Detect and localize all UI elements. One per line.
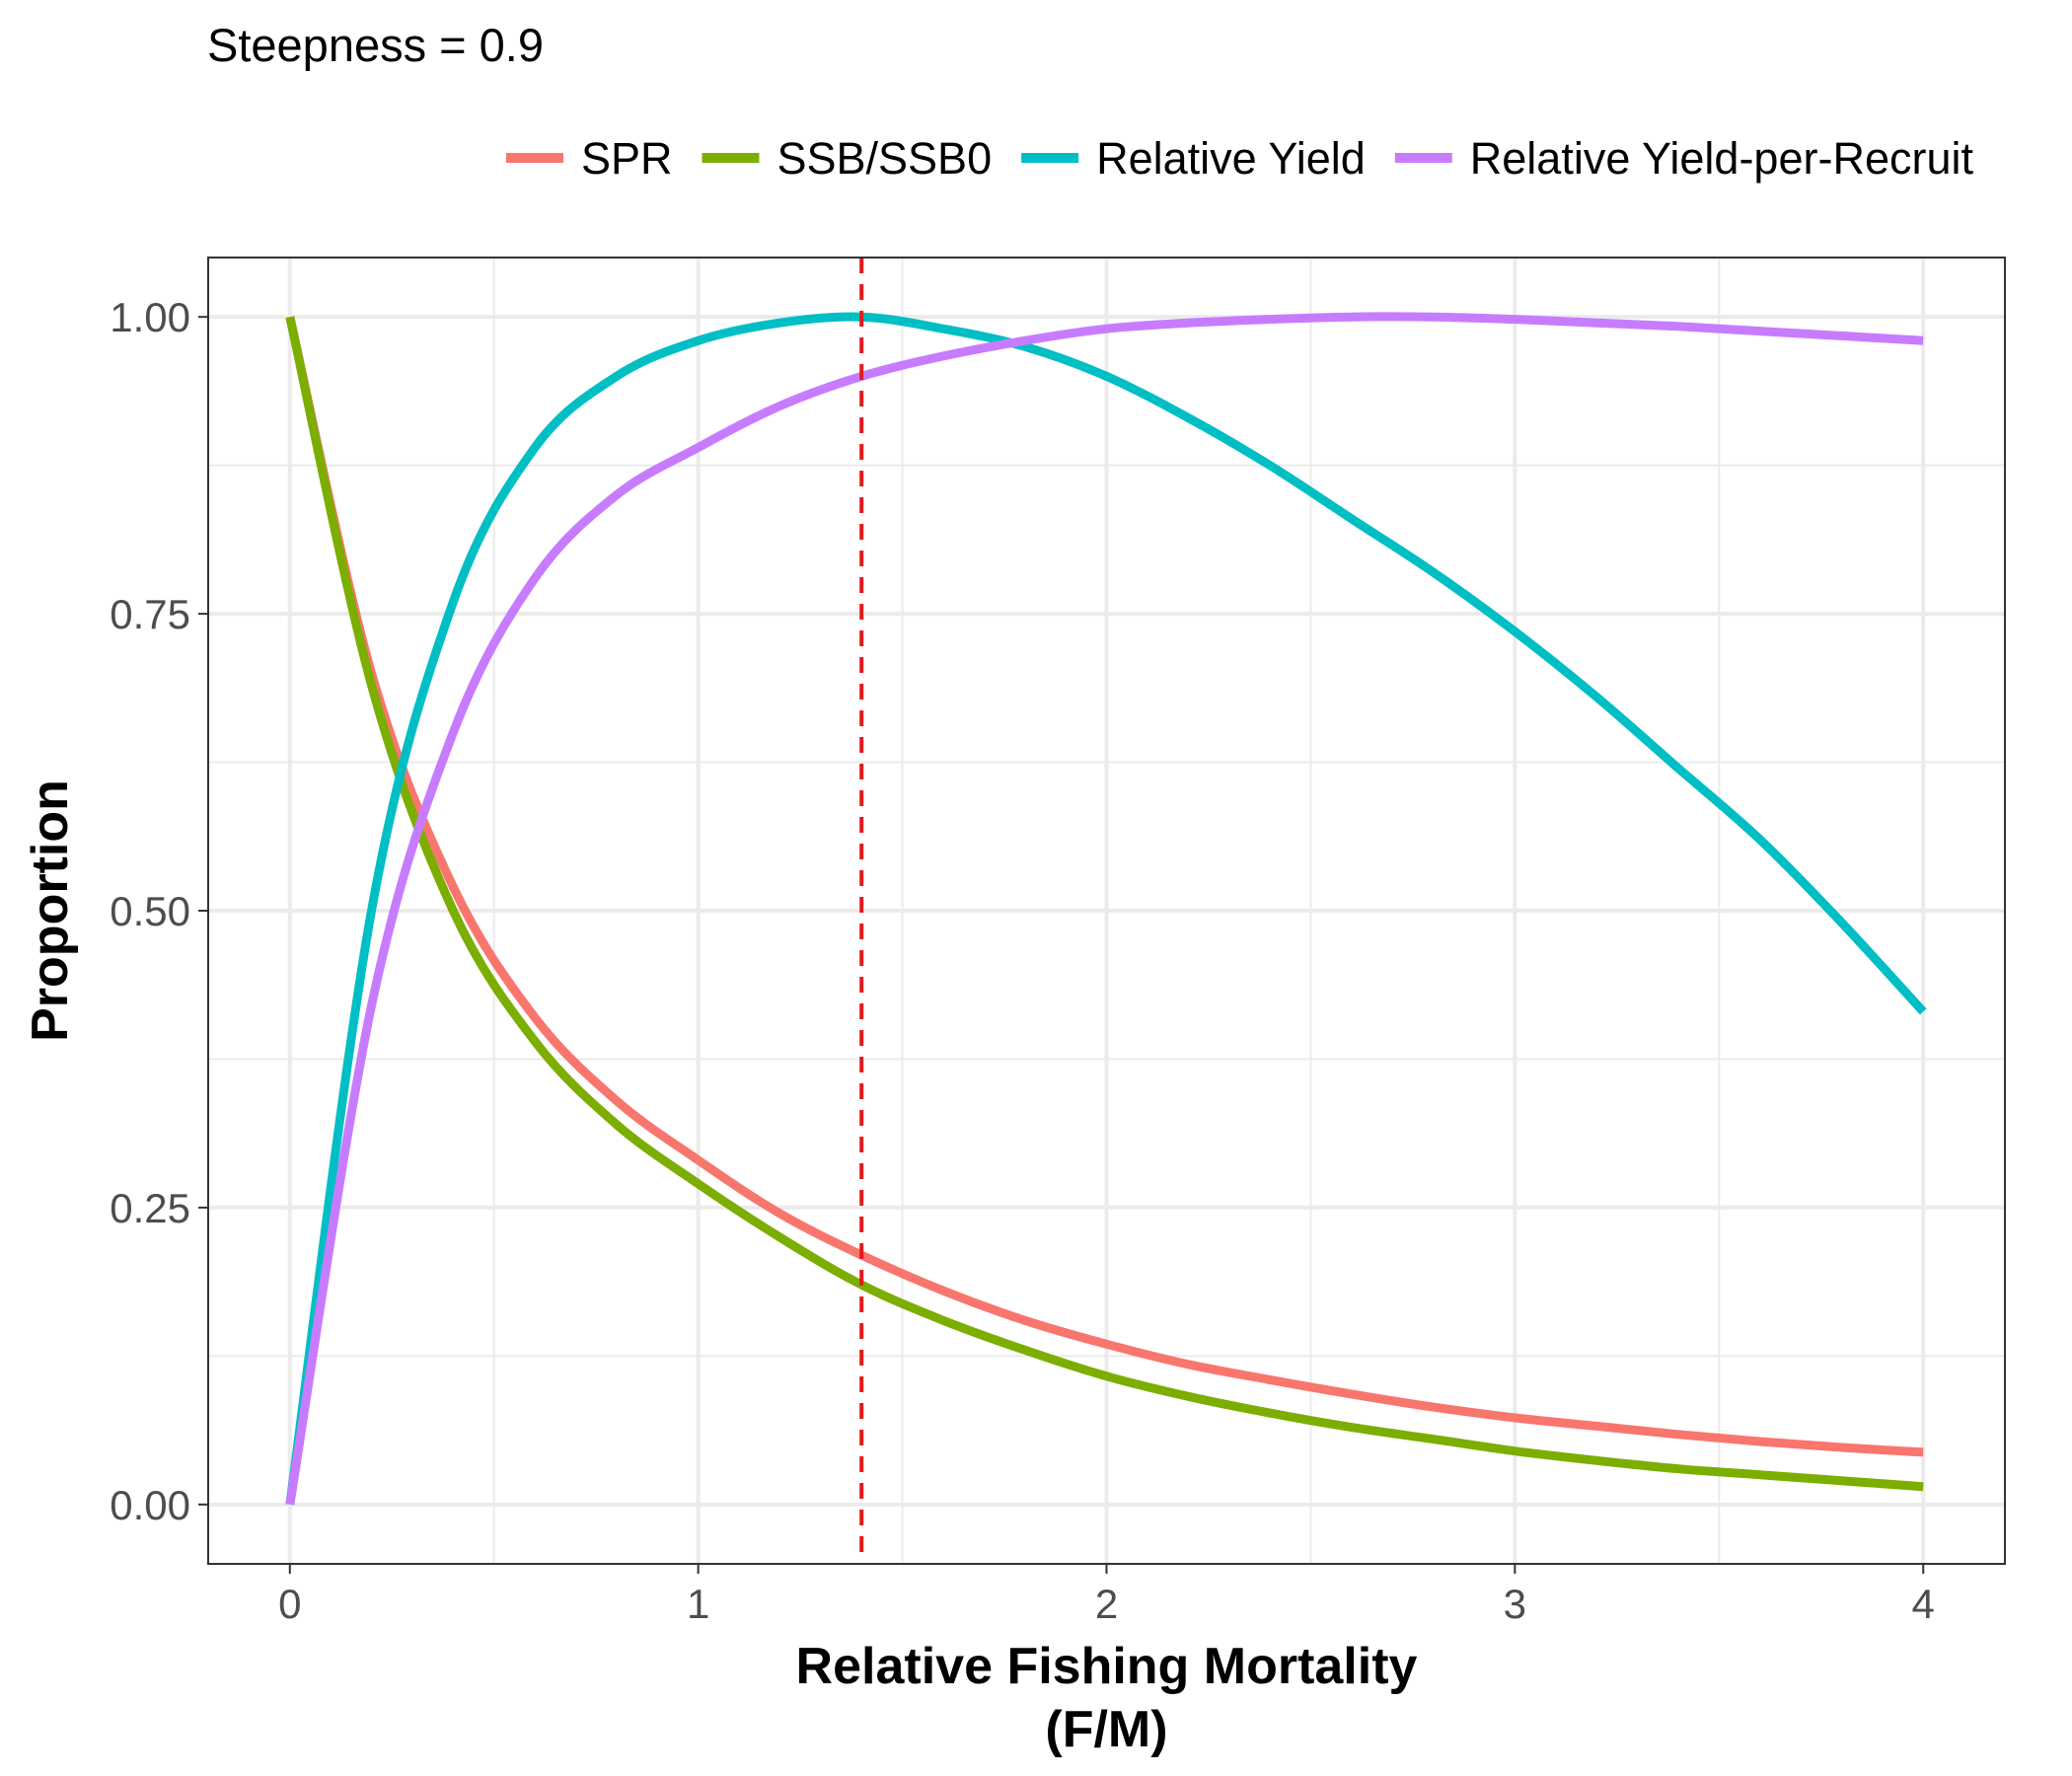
y-tick-label: 0.50 <box>110 888 190 934</box>
legend-item-0: SPR <box>505 133 673 184</box>
legend-label-2: Relative Yield <box>1096 133 1366 184</box>
series-line-3 <box>285 312 1924 1506</box>
x-tick-label: 3 <box>1504 1581 1526 1627</box>
chart-title: Steepness = 0.9 <box>207 19 544 71</box>
legend-item-2: Relative Yield <box>1021 133 1366 184</box>
series-lines <box>285 312 1927 1506</box>
x-tick-label: 2 <box>1095 1581 1118 1627</box>
legend-item-3: Relative Yield-per-Recruit <box>1394 133 1974 184</box>
x-axis: 0 1 2 3 4 <box>278 1564 1935 1627</box>
x-axis-title-line2: (F/M) <box>1045 1701 1167 1758</box>
grid-major <box>208 258 2005 1564</box>
legend: SPR SSB/SSB0 Relative Yield Relative Yield-… <box>505 133 1974 184</box>
y-axis-title: Proportion <box>22 779 79 1042</box>
x-tick-label: 1 <box>687 1581 709 1627</box>
y-tick-label: 0.00 <box>110 1482 190 1528</box>
legend-item-1: SSB/SSB0 <box>702 133 992 184</box>
y-axis: 0.00 0.25 0.50 0.75 1.00 <box>110 294 208 1528</box>
series-line-1 <box>285 316 1924 1492</box>
series-line-2 <box>285 312 1927 1506</box>
legend-label-0: SPR <box>581 133 673 184</box>
series-line-0 <box>285 316 1924 1457</box>
x-tick-label: 0 <box>278 1581 301 1627</box>
legend-label-3: Relative Yield-per-Recruit <box>1470 133 1974 184</box>
x-axis-title: Relative Fishing Mortality <box>796 1638 1418 1695</box>
y-tick-label: 1.00 <box>110 294 190 340</box>
x-tick-label: 4 <box>1912 1581 1935 1627</box>
y-tick-label: 0.25 <box>110 1185 190 1231</box>
legend-label-1: SSB/SSB0 <box>777 133 992 184</box>
y-tick-label: 0.75 <box>110 591 190 637</box>
